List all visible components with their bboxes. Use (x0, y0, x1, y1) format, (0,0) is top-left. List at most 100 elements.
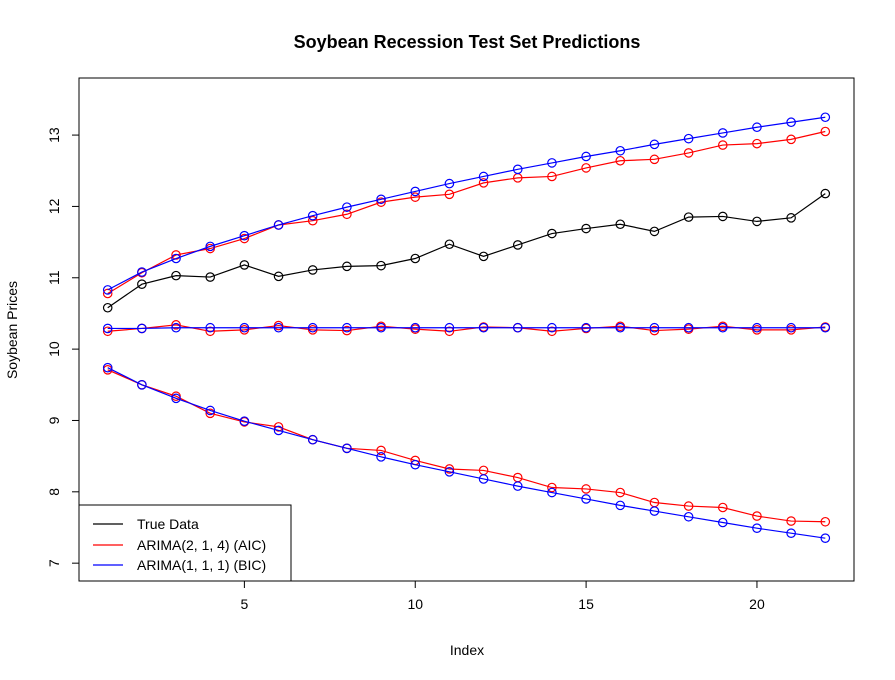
data-point (376, 452, 386, 462)
data-point (307, 434, 318, 445)
data-point (615, 487, 626, 498)
data-point (547, 487, 557, 498)
data-point (239, 260, 250, 270)
series-line (107, 327, 826, 330)
series-0 (102, 188, 831, 313)
series-line (107, 367, 826, 539)
data-point (307, 210, 318, 221)
data-point (581, 163, 591, 173)
data-point (581, 322, 591, 333)
data-point (376, 194, 386, 205)
data-point (273, 220, 284, 230)
data-point (171, 253, 181, 264)
data-point (786, 134, 796, 145)
data-point (581, 484, 591, 494)
data-point (171, 320, 181, 330)
data-point (649, 154, 660, 165)
data-point (683, 148, 694, 158)
data-point (342, 209, 352, 220)
y-axis-label: Soybean Prices (4, 281, 20, 379)
data-point (273, 271, 284, 282)
data-point (547, 322, 557, 333)
data-point (649, 325, 660, 336)
data-point (137, 379, 147, 390)
data-point (137, 279, 147, 289)
data-point (342, 202, 352, 212)
data-point (410, 186, 421, 197)
data-point (547, 482, 557, 493)
data-point (683, 322, 694, 333)
data-point (444, 189, 455, 200)
data-point (137, 267, 147, 277)
legend-box (78, 504, 292, 582)
data-point (171, 322, 181, 333)
data-point (444, 464, 455, 474)
data-point (615, 155, 626, 166)
y-tick-label: 9 (46, 416, 62, 424)
data-point (820, 126, 831, 137)
data-point (102, 326, 113, 337)
data-point (683, 133, 694, 144)
data-point (547, 228, 557, 239)
data-point (649, 506, 660, 516)
data-point (683, 511, 694, 522)
data-point (342, 325, 352, 336)
series-line (107, 130, 826, 294)
data-point (171, 393, 181, 404)
data-point (171, 270, 181, 281)
data-point (717, 128, 728, 138)
data-point (820, 188, 831, 199)
data-point (410, 322, 421, 333)
data-point (786, 213, 796, 223)
data-point (752, 138, 762, 149)
data-point (820, 112, 831, 123)
data-point (615, 322, 626, 333)
data-point (205, 272, 216, 282)
data-point (478, 474, 489, 484)
data-point (239, 416, 250, 426)
data-point (273, 422, 284, 432)
data-point (649, 226, 660, 237)
y-tick-label: 13 (46, 127, 62, 143)
x-tick-label: 5 (240, 596, 248, 612)
data-point (273, 425, 284, 436)
data-point (342, 443, 352, 454)
y-tick-label: 11 (46, 270, 62, 285)
data-point (478, 251, 489, 262)
data-point (752, 216, 762, 227)
data-point (137, 323, 147, 334)
data-point (581, 151, 591, 162)
data-point (273, 322, 284, 333)
data-point (752, 523, 762, 534)
data-point (205, 322, 216, 333)
legend-label-true-data: True Data (137, 516, 199, 532)
x-axis: 5 10 15 20 (240, 580, 765, 612)
data-point (683, 501, 694, 511)
data-point (444, 322, 455, 333)
data-point (717, 140, 728, 150)
series-layer (102, 112, 831, 543)
data-point (615, 145, 626, 156)
legend: True Data ARIMA(2, 1, 4) (AIC) ARIMA(1, … (78, 504, 292, 582)
data-point (786, 528, 796, 538)
series-3 (102, 365, 831, 527)
data-point (717, 322, 728, 333)
data-point (376, 197, 386, 207)
data-point (478, 178, 489, 188)
y-axis: 7 8 9 10 11 12 13 (46, 127, 80, 567)
data-point (239, 233, 250, 244)
data-point (410, 459, 421, 470)
data-point (820, 533, 831, 543)
x-tick-label: 10 (407, 596, 423, 612)
data-point (376, 322, 386, 333)
data-point (649, 139, 660, 150)
y-tick-label: 8 (46, 488, 62, 496)
series-6 (102, 362, 831, 543)
data-point (102, 285, 113, 295)
data-point (342, 261, 352, 272)
data-point (205, 408, 216, 419)
data-point (615, 219, 626, 230)
data-point (478, 322, 489, 333)
y-tick-label: 10 (46, 341, 62, 357)
